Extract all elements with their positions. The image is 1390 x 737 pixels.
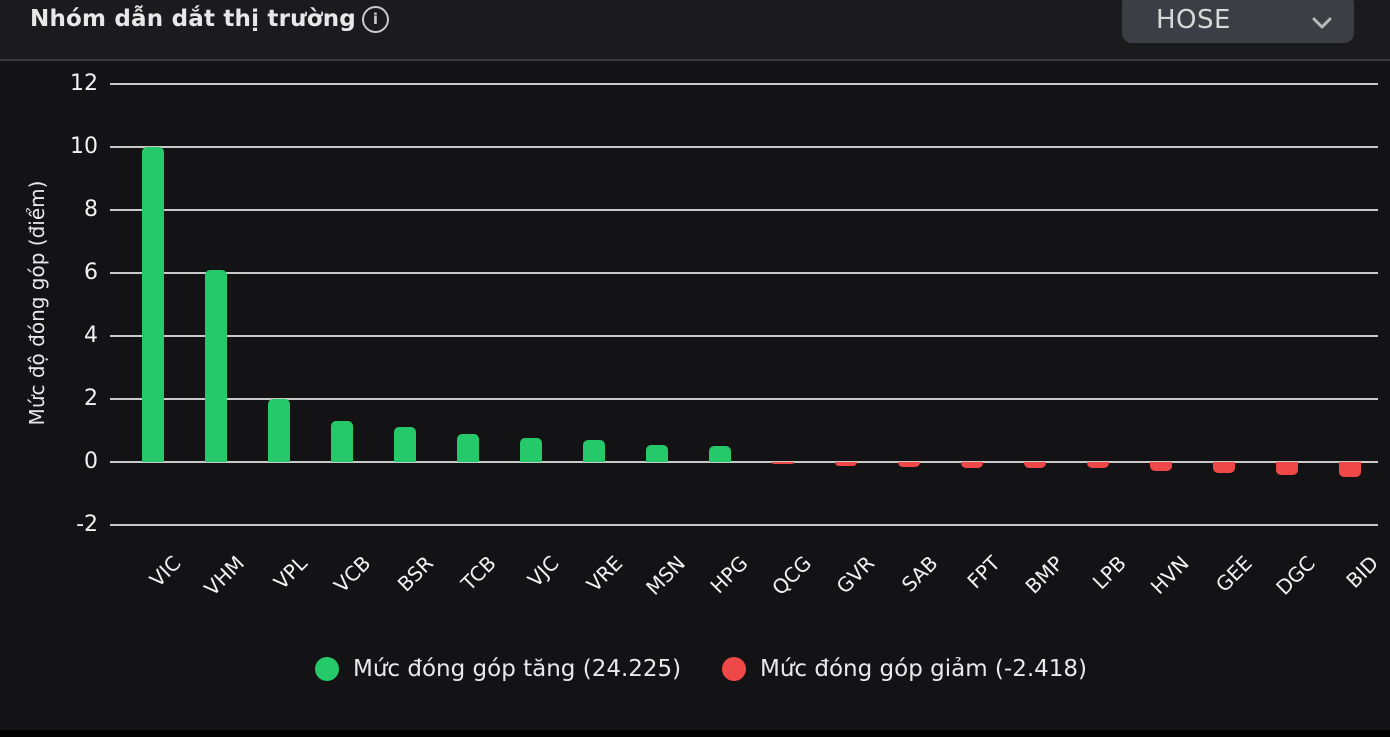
y-tick-label-2: 2	[84, 386, 98, 411]
legend-item-decrease[interactable]: Mức đóng góp giảm (-2.418)	[722, 654, 1087, 684]
x-tick-label-TCB: TCB	[456, 551, 501, 596]
y-tick-label-4: 4	[84, 323, 98, 348]
exchange-dropdown-value: HOSE	[1156, 5, 1231, 35]
legend-label-decrease: Mức đóng góp giảm (-2.418)	[760, 656, 1088, 682]
gridline-8	[110, 209, 1378, 211]
legend-dot-decrease	[722, 657, 746, 681]
x-tick-label-DGC: DGC	[1271, 551, 1320, 600]
x-tick-label-SAB: SAB	[896, 551, 942, 597]
bar-SAB[interactable]	[898, 462, 920, 467]
x-tick-label-VJC: VJC	[523, 551, 564, 592]
bar-VPL[interactable]	[268, 399, 290, 462]
gridline-12	[110, 83, 1378, 85]
info-icon[interactable]: i	[362, 6, 389, 33]
x-tick-label-MSN: MSN	[641, 551, 690, 600]
x-tick-label-GEE: GEE	[1211, 551, 1257, 597]
x-tick-label-VHM: VHM	[199, 551, 249, 601]
exchange-dropdown[interactable]: HOSE	[1122, 0, 1354, 43]
x-tick-label-QCG: QCG	[767, 551, 816, 600]
bar-BID[interactable]	[1339, 462, 1361, 478]
gridline--2	[110, 524, 1378, 526]
y-tick-label-10: 10	[70, 134, 98, 159]
bar-BSR[interactable]	[394, 427, 416, 462]
bar-VHM[interactable]	[205, 269, 227, 462]
bar-QCG[interactable]	[772, 462, 794, 464]
bar-LPB[interactable]	[1087, 462, 1109, 469]
y-tick-label-6: 6	[84, 260, 98, 285]
x-tick-label-FPT: FPT	[962, 551, 1005, 594]
gridline-6	[110, 272, 1378, 274]
chevron-down-icon	[1312, 14, 1332, 33]
x-tick-label-GVR: GVR	[831, 551, 879, 599]
x-tick-label-HVN: HVN	[1146, 551, 1194, 599]
x-tick-label-HPG: HPG	[705, 551, 753, 599]
panel-title: Nhóm dẫn dắt thị trường	[30, 6, 356, 32]
x-tick-label-VIC: VIC	[145, 551, 186, 592]
bar-VCB[interactable]	[331, 421, 353, 462]
legend-dot-increase	[315, 657, 339, 681]
bar-GVR[interactable]	[835, 462, 857, 466]
bar-VJC[interactable]	[520, 438, 542, 462]
bottom-strip	[0, 730, 1390, 737]
bar-FPT[interactable]	[961, 462, 983, 468]
bar-DGC[interactable]	[1276, 462, 1298, 475]
y-tick-label-12: 12	[70, 71, 98, 96]
bar-VIC[interactable]	[142, 147, 164, 462]
bar-TCB[interactable]	[457, 433, 479, 462]
gridline-4	[110, 335, 1378, 337]
bar-GEE[interactable]	[1213, 462, 1235, 474]
gridline-2	[110, 398, 1378, 400]
bar-VRE[interactable]	[583, 439, 605, 462]
y-axis-title: Mức độ đóng góp (điểm)	[25, 180, 49, 426]
bar-HPG[interactable]	[709, 446, 731, 462]
y-tick-label-8: 8	[84, 197, 98, 222]
y-tick-label--2: -2	[76, 512, 98, 537]
x-tick-label-BID: BID	[1341, 551, 1383, 593]
bar-BMP[interactable]	[1024, 462, 1046, 468]
legend-label-increase: Mức đóng góp tăng (24.225)	[353, 656, 682, 682]
y-tick-label-0: 0	[84, 449, 98, 474]
bar-MSN[interactable]	[646, 444, 668, 462]
x-tick-label-BMP: BMP	[1020, 551, 1068, 599]
gridline-10	[110, 146, 1378, 148]
legend-item-increase[interactable]: Mức đóng góp tăng (24.225)	[315, 654, 681, 684]
panel-header: Nhóm dẫn dắt thị trường i HOSE	[0, 0, 1390, 61]
bar-HVN[interactable]	[1150, 462, 1172, 471]
x-tick-label-VCB: VCB	[328, 551, 375, 598]
gridline-0	[110, 461, 1378, 463]
x-tick-label-VPL: VPL	[268, 551, 312, 595]
x-tick-label-LPB: LPB	[1087, 551, 1131, 595]
x-tick-label-VRE: VRE	[581, 551, 627, 597]
x-tick-label-BSR: BSR	[392, 551, 438, 597]
